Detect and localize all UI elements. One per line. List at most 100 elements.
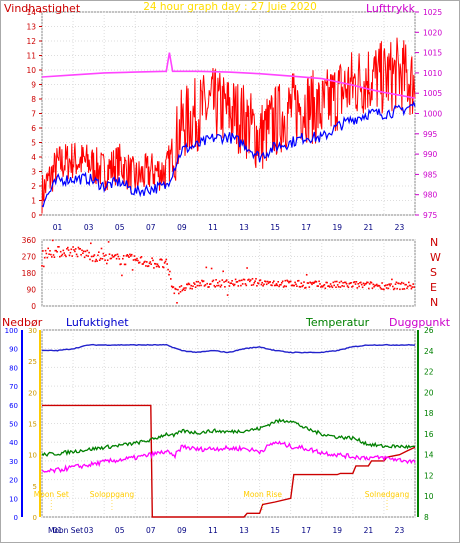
humidity-tick-label: 20 (9, 477, 18, 485)
direction-point (126, 254, 129, 256)
direction-point (100, 247, 103, 250)
direction-point (105, 254, 107, 256)
direction-point (224, 286, 226, 288)
direction-point (408, 284, 411, 287)
direction-point (166, 263, 168, 265)
wind-tick-label: 11 (26, 52, 36, 61)
direction-point (285, 285, 287, 288)
direction-point (52, 254, 55, 256)
direction-point (358, 285, 360, 288)
direction-point (85, 254, 88, 257)
direction-tick-label: 270 (22, 253, 37, 262)
direction-point (248, 278, 250, 281)
direction-point (364, 283, 367, 285)
direction-point (142, 263, 144, 265)
direction-point (43, 265, 45, 268)
wind-x-axis: 01 03 05 07 09 11 13 15 17 19 21 23 (53, 223, 405, 232)
direction-point (195, 280, 198, 283)
pressure-tick-label: 1020 (423, 28, 442, 37)
direction-point (388, 283, 390, 285)
direction-point (225, 279, 228, 281)
direction-point (157, 265, 160, 267)
direction-point (249, 280, 251, 283)
direction-point (403, 288, 406, 290)
direction-point (253, 282, 256, 284)
direction-point (95, 258, 97, 261)
direction-point (334, 280, 336, 283)
direction-point (232, 283, 234, 285)
astronomy-annotation: Soloppgang (90, 490, 135, 499)
direction-point (289, 280, 292, 283)
direction-point (114, 254, 117, 256)
direction-point (376, 285, 379, 287)
direction-point (163, 262, 166, 264)
direction-point (97, 254, 99, 257)
direction-point (115, 257, 118, 260)
direction-point (380, 288, 383, 290)
direction-point (114, 254, 116, 257)
pressure-y-axis: 975 980 985 990 995 1000 1005 1010 1015 1020 1025 (415, 8, 442, 220)
direction-point (252, 283, 255, 286)
direction-point (339, 286, 342, 288)
direction-point (376, 283, 378, 286)
direction-point (360, 281, 362, 284)
direction-point (319, 283, 321, 285)
direction-point (384, 284, 387, 287)
direction-point (300, 282, 303, 284)
humidity-label: Lufuktighet (66, 316, 129, 329)
direction-point (389, 284, 391, 287)
humidity-tick-label: 60 (9, 402, 18, 410)
direction-point (43, 256, 46, 259)
direction-point (84, 250, 87, 253)
direction-point (135, 259, 137, 262)
direction-y-axis: 0 90 180 270 360 (22, 236, 37, 311)
direction-point (351, 286, 353, 288)
direction-point (165, 258, 168, 261)
direction-point (409, 284, 412, 287)
direction-point (258, 279, 261, 282)
direction-point (254, 280, 256, 282)
direction-point (122, 257, 124, 260)
wind-tick-label: 5 (31, 139, 36, 148)
wind-x-tick-label: 13 (239, 223, 249, 232)
direction-point (96, 260, 98, 262)
direction-point (222, 270, 224, 273)
direction-point (399, 288, 401, 291)
direction-point (207, 286, 209, 288)
wind-tick-label: 3 (31, 168, 36, 177)
climate-x-tick-label: 01 (53, 526, 63, 535)
direction-point (201, 280, 204, 283)
climate-x-tick-label: 21 (364, 526, 374, 535)
humidity-tick-label: 40 (9, 439, 18, 447)
direction-point (327, 285, 329, 287)
direction-point (209, 283, 211, 285)
direction-point (170, 278, 172, 280)
direction-point (106, 262, 108, 265)
direction-point (381, 282, 383, 284)
direction-point (368, 283, 371, 285)
direction-point (172, 286, 175, 288)
direction-point (124, 263, 127, 266)
direction-point (227, 281, 230, 283)
temperature-tick-label: 14 (424, 451, 434, 460)
wind-x-tick-label: 21 (364, 223, 374, 232)
direction-point (299, 286, 302, 288)
direction-point (199, 282, 201, 284)
direction-point (234, 278, 237, 281)
direction-point (302, 284, 304, 287)
direction-point (98, 251, 100, 253)
direction-point (44, 249, 47, 252)
direction-point (158, 266, 160, 268)
wind-x-tick-label: 09 (177, 223, 187, 232)
wind-tick-label: 2 (31, 182, 36, 191)
direction-point (221, 279, 224, 281)
direction-point (177, 288, 179, 291)
direction-point (136, 257, 138, 260)
wind-x-tick-label: 11 (208, 223, 218, 232)
wind-x-tick-label: 07 (146, 223, 156, 232)
temperature-tick-label: 12 (424, 471, 434, 480)
pressure-tick-label: 1025 (423, 8, 442, 17)
direction-point (159, 258, 161, 261)
direction-point (350, 282, 352, 284)
direction-point (289, 280, 291, 283)
